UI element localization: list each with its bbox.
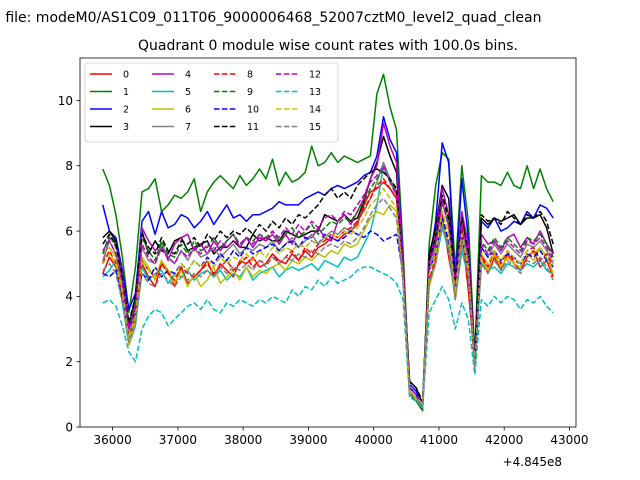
suptitle: n file: modeM0/AS1C09_011T06_9000006468_… [0, 10, 541, 26]
legend-label-12: 12 [309, 70, 321, 81]
legend-label-8: 8 [247, 70, 253, 81]
x-tick-label: 42000 [485, 433, 523, 447]
series-line-14 [102, 187, 554, 405]
x-tick-label: 41000 [420, 433, 458, 447]
legend-label-2: 2 [123, 105, 129, 116]
y-tick-label: 8 [65, 159, 73, 173]
series-line-1 [102, 73, 554, 412]
legend-label-15: 15 [309, 122, 321, 133]
x-tick-label: 40000 [355, 433, 393, 447]
x-tick-label: 36000 [94, 433, 132, 447]
legend-label-1: 1 [123, 87, 129, 98]
x-offset-label: +4.845e8 [503, 455, 562, 469]
legend-label-9: 9 [247, 87, 253, 98]
legend-label-0: 0 [123, 70, 129, 81]
series-line-12 [102, 165, 554, 405]
legend-label-14: 14 [309, 105, 321, 116]
legend-label-13: 13 [309, 87, 321, 98]
legend-label-4: 4 [185, 70, 191, 81]
x-tick-label: 37000 [159, 433, 197, 447]
series-line-9 [102, 168, 554, 405]
legend-label-6: 6 [185, 105, 191, 116]
x-tick-label: 43000 [550, 433, 588, 447]
legend-label-10: 10 [247, 105, 259, 116]
series-line-13 [102, 266, 554, 409]
y-tick-label: 6 [65, 224, 73, 238]
series-line-11 [102, 168, 554, 402]
y-tick-label: 10 [58, 94, 73, 108]
legend-label-7: 7 [185, 122, 191, 133]
chart-title: Quadrant 0 module wise count rates with … [138, 38, 518, 54]
y-tick-label: 4 [65, 290, 73, 304]
legend-box [84, 62, 339, 143]
plot-area: 36000 37000 38000 39000 40000 41000 42000 43000… [58, 57, 589, 447]
y-tick-label: 0 [65, 420, 73, 434]
x-tick-label: 39000 [289, 433, 327, 447]
x-tick-label: 38000 [224, 433, 262, 447]
series-line-15 [102, 197, 554, 409]
legend-label-11: 11 [247, 122, 259, 133]
axes-frame [79, 57, 577, 428]
legend-label-5: 5 [185, 87, 191, 98]
legend-label-3: 3 [123, 122, 129, 133]
y-tick-label: 2 [65, 355, 73, 369]
